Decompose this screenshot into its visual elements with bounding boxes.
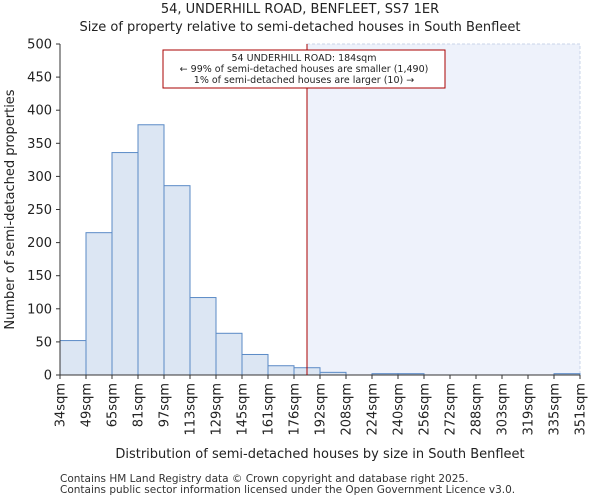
bar-161sqm (267, 365, 295, 376)
x-tick-label: 129sqm (210, 383, 225, 436)
x-tick-label: 49sqm (80, 383, 95, 427)
bar-65sqm (111, 152, 139, 376)
y-tick-label: 350 (27, 137, 52, 152)
x-tick-label: 224sqm (366, 383, 381, 436)
annotation-line-3: 1% of semi-detached houses are larger (1… (194, 75, 414, 86)
bar-81sqm (137, 124, 165, 376)
x-tick-label: 176sqm (288, 383, 303, 436)
x-tick-label: 208sqm (340, 383, 355, 436)
chart-title: 54, UNDERHILL ROAD, BENFLEET, SS7 1ER (160, 2, 440, 17)
x-tick-label: 288sqm (470, 383, 485, 436)
y-tick-label: 0 (44, 369, 52, 384)
x-tick-label: 256sqm (418, 383, 433, 436)
y-tick-label: 300 (27, 170, 52, 185)
x-tick-label: 192sqm (314, 383, 329, 436)
x-tick-label: 303sqm (496, 383, 511, 436)
histogram-chart: 0 50 100 150 200 250 300 350 400 450 500 34sqm 49sqm… (3, 38, 589, 463)
x-tick-label: 272sqm (444, 383, 459, 436)
x-tick-label: 240sqm (392, 383, 407, 436)
y-tick-label: 400 (27, 104, 52, 119)
x-tick-label: 97sqm (158, 383, 173, 427)
bar-113sqm (189, 297, 217, 376)
annotation-line-1: 54 UNDERHILL ROAD: 184sqm (232, 53, 377, 64)
y-tick-label: 150 (27, 269, 52, 284)
x-tick-label: 145sqm (236, 383, 251, 436)
x-tick-label: 335sqm (548, 383, 563, 436)
bar-49sqm (85, 232, 113, 376)
shaded-region (306, 43, 581, 376)
y-tick-label: 450 (27, 71, 52, 86)
y-tick-label: 50 (35, 335, 52, 350)
x-tick-label: 319sqm (522, 383, 537, 436)
footer-licence: Contains public sector information licen… (60, 484, 516, 496)
x-tick-label: 351sqm (574, 383, 589, 436)
footer-copyright: Contains HM Land Registry data © Crown c… (60, 473, 469, 485)
x-tick-label: 161sqm (262, 383, 277, 436)
y-tick-label: 500 (27, 38, 52, 53)
x-tick-label: 113sqm (184, 383, 199, 436)
x-tick-label: 65sqm (106, 383, 121, 427)
y-tick-label: 250 (27, 203, 52, 218)
x-axis-label: Distribution of semi-detached houses by … (115, 447, 524, 462)
bar-129sqm (215, 332, 243, 376)
bar-145sqm (241, 353, 269, 376)
annotation-line-2: ← 99% of semi-detached houses are smalle… (180, 64, 429, 75)
y-axis-label: Number of semi-detached properties (3, 89, 18, 329)
x-tick-label: 81sqm (132, 383, 147, 427)
bar-34sqm (59, 340, 87, 376)
annotation-box (162, 49, 446, 89)
y-tick-label: 100 (27, 302, 52, 317)
x-tick-label: 34sqm (54, 383, 69, 427)
y-tick-label: 200 (27, 236, 52, 251)
chart-subtitle: Size of property relative to semi-detach… (79, 20, 521, 35)
bar-97sqm (163, 185, 191, 376)
